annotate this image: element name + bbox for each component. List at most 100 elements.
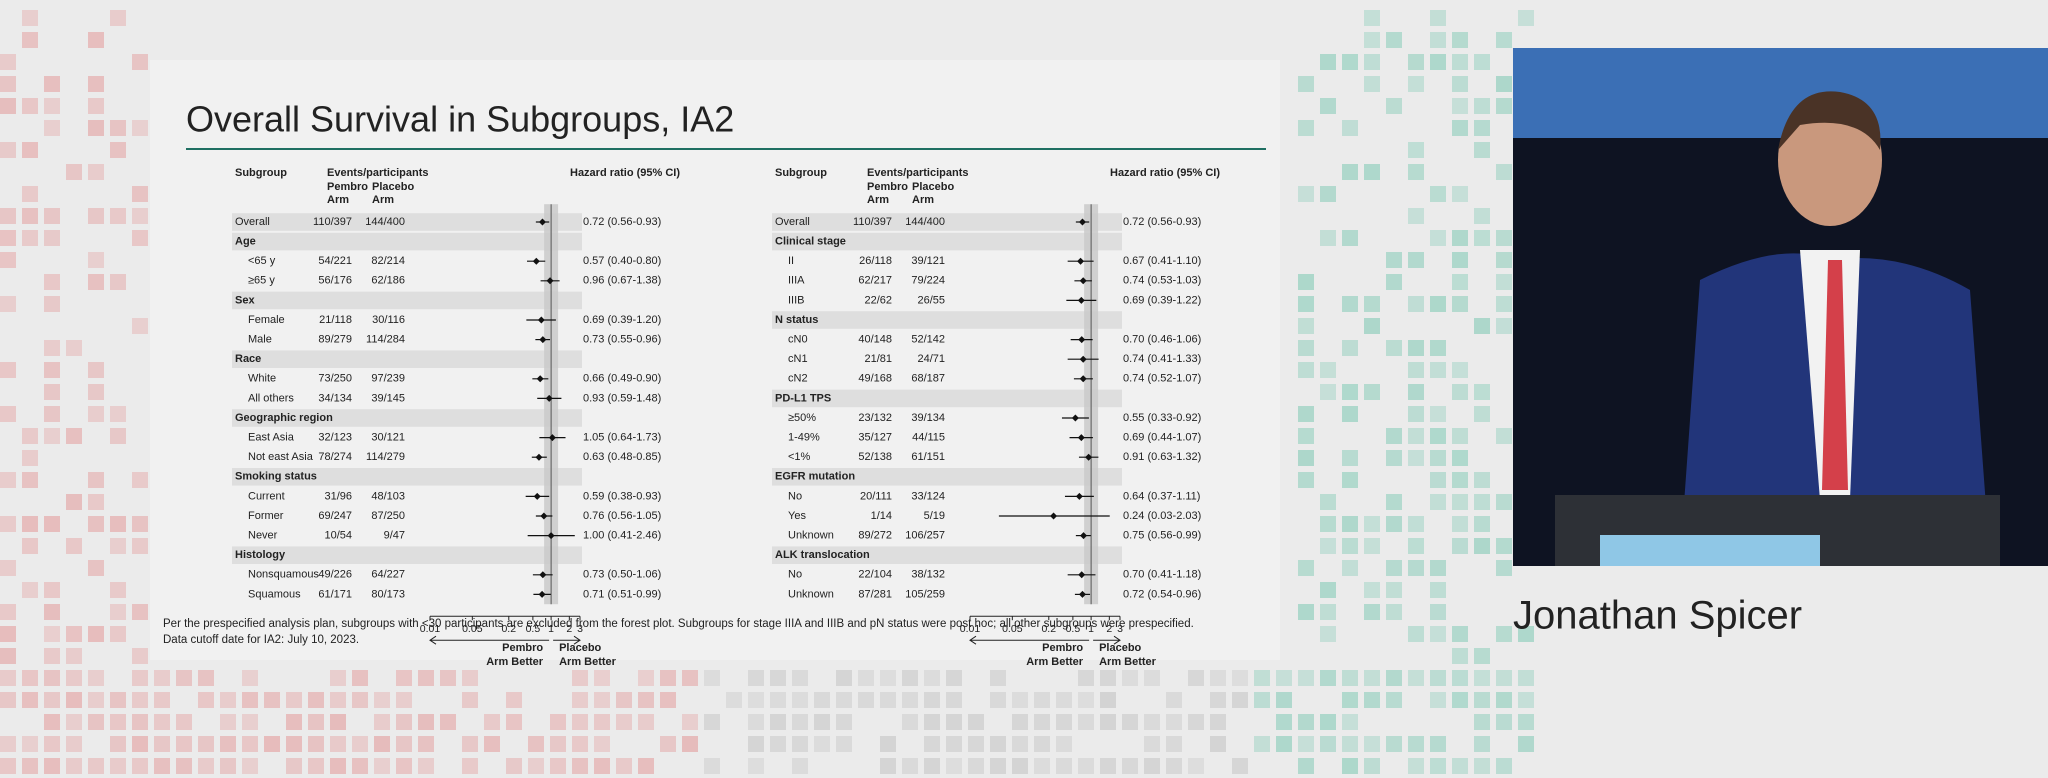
deco-square (836, 714, 852, 730)
deco-square (550, 714, 566, 730)
column-header: Events/participants (327, 167, 428, 179)
deco-square (616, 692, 632, 708)
deco-square (1034, 714, 1050, 730)
decoration (0, 10, 1534, 774)
placebo-events: 79/224 (911, 275, 945, 287)
deco-square (88, 692, 104, 708)
deco-square (792, 736, 808, 752)
deco-square (1518, 714, 1534, 730)
deco-square (1430, 692, 1446, 708)
deco-square (660, 736, 676, 752)
deco-square (1100, 670, 1116, 686)
deco-square (1298, 472, 1314, 488)
deco-square (1408, 736, 1424, 752)
deco-square (1430, 670, 1446, 686)
deco-square (572, 758, 588, 774)
x-tick-label: 0.2 (501, 623, 516, 635)
group-header: Smoking status (235, 471, 317, 483)
hr-label: 0.55 (0.33-0.92) (1123, 412, 1201, 424)
deco-square (1320, 604, 1336, 620)
deco-square (638, 758, 654, 774)
arm-header: Placebo (912, 181, 954, 193)
deco-square (1474, 208, 1490, 224)
row-shade (772, 389, 1122, 408)
deco-square (1452, 758, 1468, 774)
deco-square (1518, 626, 1534, 642)
deco-square (0, 560, 16, 576)
pembro-events: 34/134 (318, 392, 352, 404)
x-tick-label: 0.5 (1066, 623, 1081, 635)
pembro-events: 20/111 (860, 490, 892, 502)
deco-square (132, 318, 148, 334)
deco-square (88, 252, 104, 268)
placebo-events: 144/400 (905, 216, 945, 228)
deco-square (1320, 494, 1336, 510)
deco-square (264, 692, 280, 708)
deco-square (1364, 758, 1380, 774)
deco-square (330, 670, 346, 686)
deco-square (220, 758, 236, 774)
hr-label: 0.70 (0.46-1.06) (1123, 334, 1201, 346)
pembro-events: 87/281 (858, 588, 892, 600)
hr-point (540, 512, 548, 520)
deco-square (990, 758, 1006, 774)
deco-square (88, 384, 104, 400)
deco-square (1166, 692, 1182, 708)
hr-point (1079, 375, 1087, 383)
deco-square (1078, 670, 1094, 686)
deco-square (1298, 406, 1314, 422)
deco-square (1342, 120, 1358, 136)
deco-square (396, 692, 412, 708)
pembro-events: 62/217 (858, 275, 892, 287)
deco-square (1496, 494, 1512, 510)
deco-square (1298, 186, 1314, 202)
deco-square (44, 736, 60, 752)
deco-square (792, 670, 808, 686)
deco-square (1430, 296, 1446, 312)
deco-square (1364, 296, 1380, 312)
deco-square (594, 670, 610, 686)
row-shade (232, 546, 582, 564)
deco-square (616, 758, 632, 774)
deco-square (1408, 758, 1424, 774)
deco-square (1452, 54, 1468, 70)
column-header: Hazard ratio (95% CI) (1110, 167, 1220, 179)
deco-square (1298, 120, 1314, 136)
deco-square (1320, 230, 1336, 246)
deco-square (1474, 318, 1490, 334)
deco-square (1518, 692, 1534, 708)
deco-square (1254, 692, 1270, 708)
deco-square (1452, 186, 1468, 202)
deco-square (22, 10, 38, 26)
arm-header: Arm (327, 194, 349, 206)
subgroup-label: <65 y (248, 255, 276, 267)
deco-square (1320, 736, 1336, 752)
deco-square (0, 406, 16, 422)
deco-square (44, 692, 60, 708)
deco-square (132, 230, 148, 246)
deco-square (1430, 32, 1446, 48)
deco-square (22, 450, 38, 466)
placebo-events: 5/19 (924, 510, 945, 522)
hr-point (1071, 414, 1079, 422)
deco-square (1364, 54, 1380, 70)
deco-square (352, 736, 368, 752)
placebo-events: 97/239 (371, 373, 405, 385)
hr-label: 0.69 (0.39-1.22) (1123, 294, 1201, 306)
deco-square (1430, 494, 1446, 510)
deco-square (1496, 318, 1512, 334)
deco-square (814, 692, 830, 708)
deco-square (352, 692, 368, 708)
deco-square (1342, 714, 1358, 730)
deco-square (1430, 10, 1446, 26)
deco-square (1254, 670, 1270, 686)
arm-header: Arm (372, 194, 394, 206)
deco-square (22, 142, 38, 158)
deco-square (440, 670, 456, 686)
row-shade (232, 350, 582, 368)
deco-square (88, 120, 104, 136)
subgroup-label: Overall (775, 216, 810, 228)
deco-square (1474, 736, 1490, 752)
hr-label: 0.57 (0.40-0.80) (583, 255, 661, 267)
deco-square (1474, 230, 1490, 246)
